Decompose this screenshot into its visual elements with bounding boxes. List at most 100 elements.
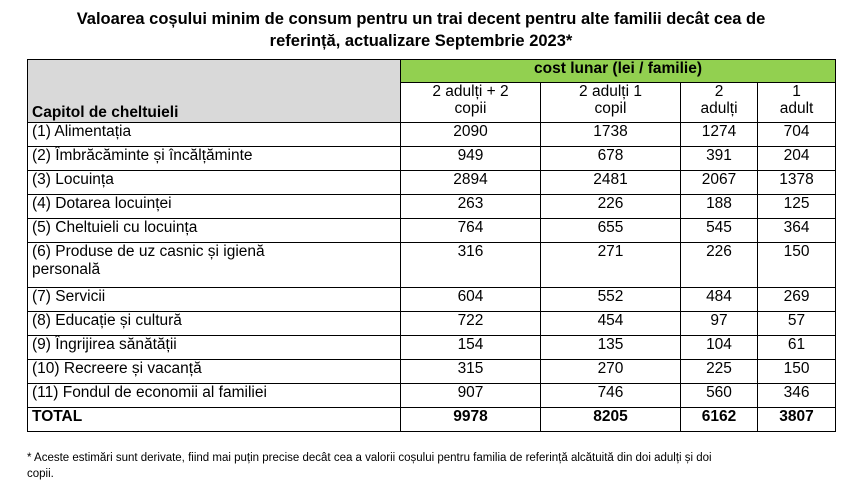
row-label: (10) Recreere și vacanță [32, 360, 202, 378]
value-cell: 704 [756, 122, 837, 147]
value-cell: 188 [680, 194, 758, 219]
column-header-line: 2 [714, 83, 724, 101]
value-cell: 949 [400, 146, 541, 171]
total-value-cell: 8205 [540, 407, 681, 432]
value-cell: 722 [400, 311, 541, 336]
value-cell: 271 [540, 242, 681, 288]
total-value-cell: 3807 [756, 407, 837, 432]
value-cell: 61 [756, 335, 837, 360]
value-cell: 364 [756, 218, 837, 243]
row-header-cell: Capitol de cheltuieli [27, 59, 401, 123]
value-cell: 2481 [540, 170, 681, 195]
column-header-line: adult [779, 100, 814, 117]
value-cell: 560 [680, 383, 758, 408]
value-cell: 454 [540, 311, 681, 336]
value-cell: 225 [680, 359, 758, 384]
column-header-line: adulți [700, 100, 738, 117]
value-cell: 2894 [400, 170, 541, 195]
row-label: (8) Educație și cultură [32, 312, 182, 330]
footnote-line-1: * Aceste estimări sunt derivate, fiind m… [27, 452, 712, 464]
row-label-cell: (5) Cheltuieli cu locuința [27, 218, 401, 243]
table-row: (6) Produse de uz casnic și igienă person… [27, 242, 837, 288]
value-cell: 655 [540, 218, 681, 243]
value-cell: 1378 [756, 170, 837, 195]
value-cell: 135 [540, 335, 681, 360]
table-row: (11) Fondul de economii al familiei 907 74… [27, 383, 837, 408]
value-cell: 104 [680, 335, 758, 360]
total-label: TOTAL [27, 407, 401, 432]
table-row: (5) Cheltuieli cu locuința 764 655 545 364 [27, 218, 837, 243]
value-cell: 346 [756, 383, 837, 408]
value-cell: 746 [540, 383, 681, 408]
group-header-cell: cost lunar (lei / familie) [399, 59, 837, 83]
row-label-cell: (6) Produse de uz casnic și igienă person… [27, 242, 401, 288]
column-header-line: copii [454, 100, 487, 117]
value-cell: 270 [540, 359, 681, 384]
title-line-1: Valoarea coșului minim de consum pentru … [76, 10, 766, 28]
row-label: (11) Fondul de economii al familiei [32, 384, 267, 402]
row-label-cell: (9) Îngrijirea sănătății [27, 335, 401, 360]
value-cell: 97 [680, 311, 758, 336]
row-label-cell: (10) Recreere și vacanță [27, 359, 401, 384]
row-label: (4) Dotarea locuinței [32, 195, 172, 213]
value-cell: 678 [540, 146, 681, 171]
consumption-basket-table: Capitol de cheltuieli cost lunar (lei / … [27, 59, 837, 432]
table-row: (7) Servicii 604 552 484 269 [27, 287, 837, 312]
value-cell: 204 [756, 146, 837, 171]
value-cell: 764 [400, 218, 541, 243]
group-header-label: cost lunar (lei / familie) [534, 60, 702, 78]
row-label: (6) Produse de uz casnic și igienă [32, 243, 265, 261]
table-row: (4) Dotarea locuinței 263 226 188 125 [27, 194, 837, 219]
column-header-line: 1 [792, 83, 801, 101]
header-row-group: Capitol de cheltuieli cost lunar (lei / … [27, 59, 837, 123]
row-label-cell: (7) Servicii [27, 287, 401, 312]
row-label-cell: (3) Locuința [27, 170, 401, 195]
row-label-cell: (8) Educație și cultură [27, 311, 401, 336]
column-header-line: 2 adulți 1 [579, 83, 642, 101]
value-cell: 57 [756, 311, 837, 336]
column-header-line: copil [594, 100, 627, 117]
value-cell: 150 [756, 359, 837, 384]
title-line-2: referință, actualizare Septembrie 2023* [269, 32, 573, 50]
row-label-cell: (11) Fondul de economii al familiei [27, 383, 401, 408]
row-label: (9) Îngrijirea sănătății [32, 336, 177, 354]
value-cell: 545 [680, 218, 758, 243]
value-cell: 391 [680, 146, 758, 171]
row-label-continuation: personală [32, 261, 101, 278]
value-cell: 150 [756, 242, 837, 288]
value-cell: 552 [540, 287, 681, 312]
column-header: 2 adulți [680, 82, 758, 123]
total-value-cell: 9978 [400, 407, 541, 432]
table-row: (10) Recreere și vacanță 315 270 225 150 [27, 359, 837, 384]
row-label-cell: (4) Dotarea locuinței [27, 194, 401, 219]
column-header: 1 adult [756, 82, 837, 123]
footnote: * Aceste estimări sunt derivate, fiind m… [27, 450, 837, 482]
value-cell: 226 [540, 194, 681, 219]
value-cell: 1738 [540, 122, 681, 147]
value-cell: 154 [400, 335, 541, 360]
value-cell: 1274 [680, 122, 758, 147]
row-label: (2) Îmbrăcăminte și încălțăminte [32, 147, 253, 165]
value-cell: 484 [680, 287, 758, 312]
value-cell: 2090 [400, 122, 541, 147]
value-cell: 604 [400, 287, 541, 312]
value-cell: 907 [400, 383, 541, 408]
value-cell: 2067 [680, 170, 758, 195]
value-cell: 125 [756, 194, 837, 219]
row-label: (7) Servicii [32, 288, 106, 306]
footnote-line-2: copii. [27, 468, 54, 480]
row-label-cell: (1) Alimentația [27, 122, 401, 147]
table-row: (1) Alimentația 2090 1738 1274 704 [27, 122, 837, 147]
row-label-cell: (2) Îmbrăcăminte și încălțăminte [27, 146, 401, 171]
row-label: (3) Locuința [32, 171, 114, 189]
column-header: 2 adulți 1 copil [540, 82, 681, 123]
row-label: (5) Cheltuieli cu locuința [32, 219, 198, 237]
table-row: (8) Educație și cultură 722 454 97 57 [27, 311, 837, 336]
value-cell: 316 [400, 242, 541, 288]
total-value-cell: 6162 [680, 407, 758, 432]
column-header: 2 adulți + 2 copii [400, 82, 541, 123]
value-cell: 269 [756, 287, 837, 312]
value-cell: 226 [680, 242, 758, 288]
value-cell: 315 [400, 359, 541, 384]
value-cell: 263 [400, 194, 541, 219]
